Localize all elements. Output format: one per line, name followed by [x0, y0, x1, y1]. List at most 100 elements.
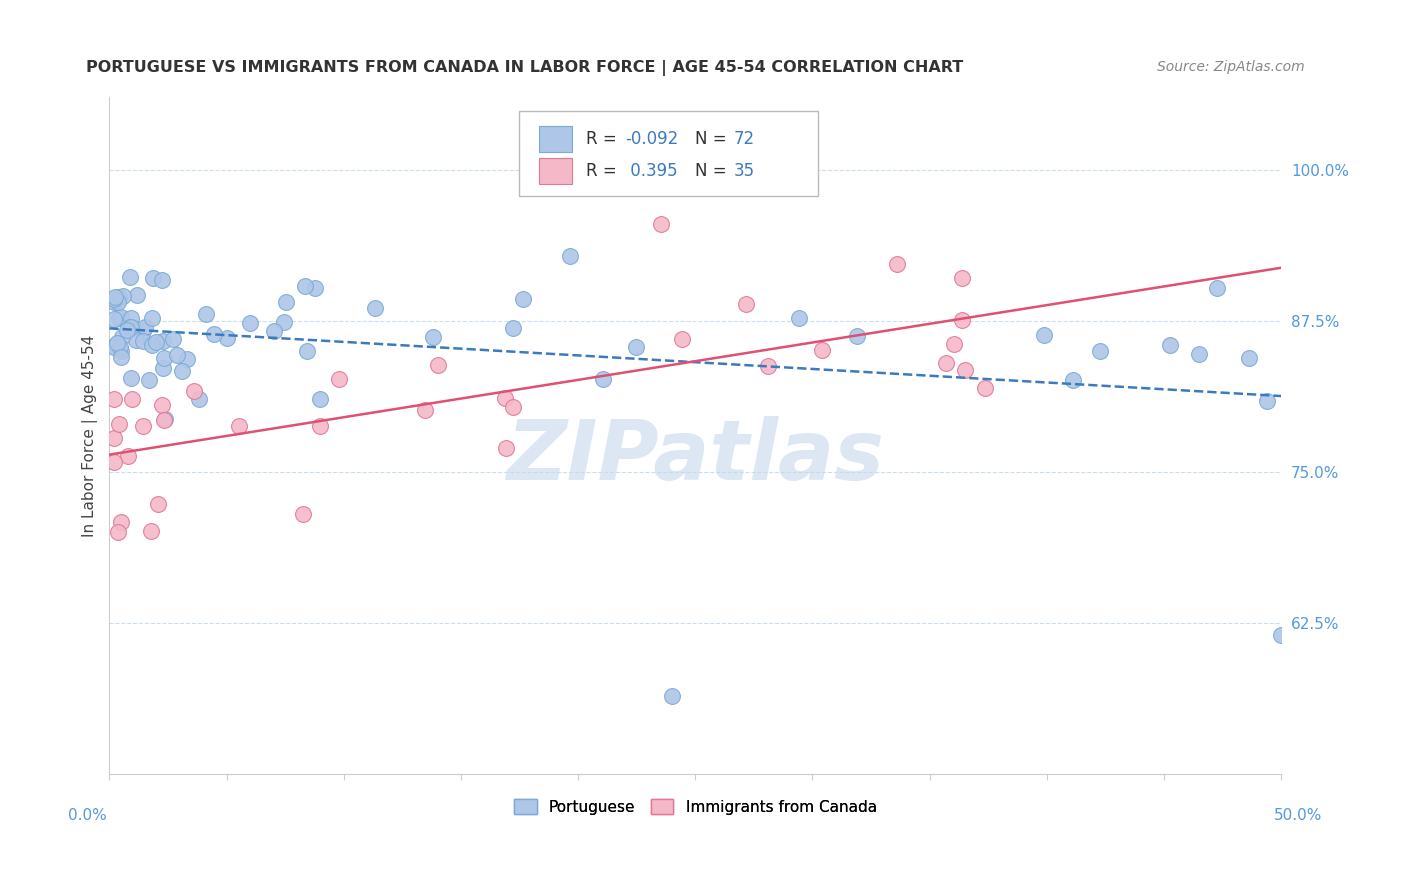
Point	[1062, 373, 1084, 387]
Text: N =: N =	[695, 129, 733, 148]
Point	[512, 293, 534, 307]
Point	[263, 324, 285, 338]
Point	[170, 364, 193, 378]
Point	[146, 497, 169, 511]
Point	[294, 279, 316, 293]
Point	[117, 450, 139, 464]
Point	[650, 217, 672, 231]
Point	[108, 311, 131, 326]
Point	[304, 281, 326, 295]
Point	[239, 317, 262, 331]
Text: Source: ZipAtlas.com: Source: ZipAtlas.com	[1157, 60, 1305, 74]
Point	[110, 344, 132, 359]
Point	[626, 340, 648, 354]
Point	[103, 339, 125, 353]
Point	[103, 431, 125, 445]
Point	[228, 418, 250, 433]
Point	[1159, 338, 1181, 352]
Point	[166, 347, 188, 361]
Point	[274, 294, 297, 309]
Point	[427, 358, 450, 372]
Point	[811, 343, 834, 358]
Point	[502, 400, 524, 414]
Point	[145, 334, 167, 349]
Point	[132, 334, 155, 349]
Point	[308, 419, 330, 434]
Point	[111, 330, 134, 344]
FancyBboxPatch shape	[540, 126, 572, 152]
Point	[309, 392, 332, 406]
Point	[1237, 351, 1260, 366]
Point	[422, 330, 444, 344]
Text: N =: N =	[695, 162, 733, 180]
Point	[110, 310, 132, 325]
Point	[152, 334, 174, 348]
Point	[1270, 628, 1292, 642]
Point	[120, 310, 142, 325]
Text: 35: 35	[734, 162, 755, 180]
Point	[176, 352, 198, 367]
Point	[661, 689, 683, 703]
Point	[592, 372, 614, 386]
Point	[115, 323, 138, 337]
Point	[125, 333, 148, 347]
Text: PORTUGUESE VS IMMIGRANTS FROM CANADA IN LABOR FORCE | AGE 45-54 CORRELATION CHAR: PORTUGUESE VS IMMIGRANTS FROM CANADA IN …	[86, 60, 963, 76]
Point	[495, 441, 517, 455]
Point	[107, 294, 129, 309]
Point	[153, 412, 176, 426]
Point	[110, 515, 132, 529]
Point	[107, 524, 129, 539]
Point	[494, 392, 516, 406]
Point	[141, 524, 163, 538]
Point	[118, 319, 141, 334]
Point	[121, 392, 143, 406]
Point	[103, 312, 125, 326]
Point	[134, 320, 156, 334]
Point	[974, 382, 997, 396]
Point	[886, 257, 908, 271]
Point	[195, 307, 218, 321]
Point	[152, 398, 174, 412]
Point	[935, 356, 957, 370]
Point	[1206, 281, 1229, 295]
Point	[112, 289, 135, 303]
Point	[1033, 328, 1056, 343]
Point	[787, 311, 810, 326]
Point	[952, 313, 974, 327]
Point	[103, 292, 125, 306]
Text: -0.092: -0.092	[624, 129, 678, 148]
Point	[202, 326, 225, 341]
Point	[671, 333, 693, 347]
Point	[1090, 344, 1112, 359]
Point	[364, 301, 387, 315]
Point	[502, 320, 524, 334]
Point	[141, 337, 163, 351]
Point	[103, 392, 125, 406]
Point	[120, 370, 142, 384]
Point	[105, 335, 128, 350]
Point	[1256, 393, 1278, 408]
FancyBboxPatch shape	[540, 158, 572, 184]
Point	[558, 248, 581, 262]
Text: 0.395: 0.395	[624, 162, 678, 180]
Point	[943, 337, 966, 351]
Text: 50.0%: 50.0%	[1274, 808, 1322, 823]
Point	[291, 507, 314, 521]
Point	[103, 340, 125, 354]
Point	[103, 295, 125, 310]
Point	[120, 319, 142, 334]
Text: 0.0%: 0.0%	[69, 808, 107, 823]
Point	[217, 331, 239, 345]
Text: 72: 72	[734, 129, 755, 148]
Point	[138, 373, 160, 387]
Point	[110, 340, 132, 354]
Point	[104, 290, 127, 304]
Point	[950, 270, 973, 285]
Text: R =: R =	[586, 162, 623, 180]
Point	[108, 417, 131, 432]
Text: ZIPatlas: ZIPatlas	[506, 416, 884, 497]
Point	[150, 273, 173, 287]
Point	[118, 269, 141, 284]
Point	[142, 271, 165, 285]
Legend: Portuguese, Immigrants from Canada: Portuguese, Immigrants from Canada	[508, 792, 883, 821]
